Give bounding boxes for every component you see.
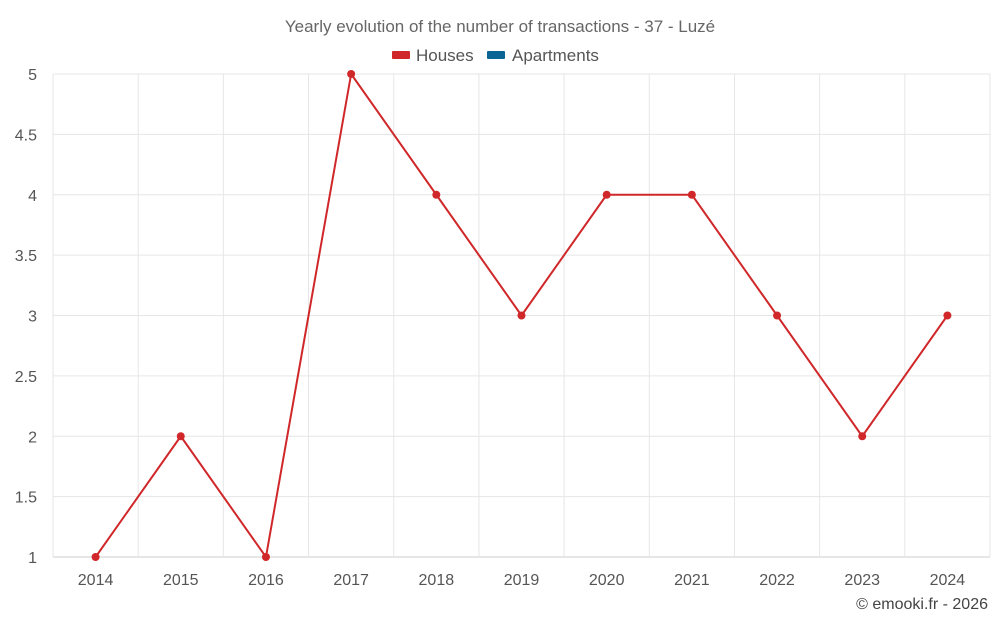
x-tick-label: 2021: [674, 572, 710, 589]
x-tick-label: 2014: [78, 572, 114, 589]
data-point[interactable]: [432, 190, 441, 199]
data-point[interactable]: [687, 190, 696, 199]
data-point[interactable]: [602, 190, 611, 199]
x-tick-label: 2019: [504, 572, 540, 589]
credit-text: © emooki.fr - 2026: [856, 596, 988, 613]
data-point[interactable]: [858, 432, 867, 441]
x-tick-label: 2015: [163, 572, 199, 589]
x-tick-label: 2022: [759, 572, 795, 589]
legend: Houses Apartments: [392, 46, 599, 65]
y-tick-label: 4.5: [15, 127, 37, 144]
legend-swatch-apartments: [487, 51, 505, 59]
y-tick-label: 3.5: [15, 248, 37, 265]
data-point[interactable]: [91, 553, 100, 561]
data-point[interactable]: [943, 311, 952, 320]
y-tick-label: 1.5: [15, 490, 37, 507]
x-tick-label: 2020: [589, 572, 625, 589]
data-point[interactable]: [517, 311, 526, 320]
y-tick-label: 1: [28, 550, 37, 567]
chart-title: Yearly evolution of the number of transa…: [285, 17, 715, 36]
x-tick-label: 2018: [419, 572, 455, 589]
x-tick-label: 2016: [248, 572, 284, 589]
x-tick-label: 2017: [333, 572, 369, 589]
x-tick-label: 2024: [930, 572, 966, 589]
data-point[interactable]: [176, 432, 185, 441]
y-tick-label: 4: [28, 188, 37, 205]
y-tick-label: 3: [28, 309, 37, 326]
legend-label-apartments: Apartments: [512, 46, 599, 65]
legend-item-apartments[interactable]: Apartments: [487, 46, 599, 65]
data-point[interactable]: [347, 70, 356, 78]
legend-item-houses[interactable]: Houses: [392, 46, 474, 65]
y-tick-label: 2: [28, 429, 37, 446]
legend-label-houses: Houses: [416, 46, 474, 65]
legend-swatch-houses: [392, 51, 410, 59]
data-point[interactable]: [261, 553, 270, 561]
y-tick-label: 2.5: [15, 369, 37, 386]
y-axis-ticks: 1 1.5 2 2.5 3 3.5 4 4.5 5: [15, 67, 37, 567]
x-tick-label: 2023: [844, 572, 880, 589]
series-houses: [91, 70, 952, 561]
x-axis-ticks: 2014 2015 2016 2017 2018 2019 2020 2021 2022 2023…: [78, 572, 966, 589]
y-tick-label: 5: [28, 67, 37, 84]
data-point[interactable]: [773, 311, 782, 320]
